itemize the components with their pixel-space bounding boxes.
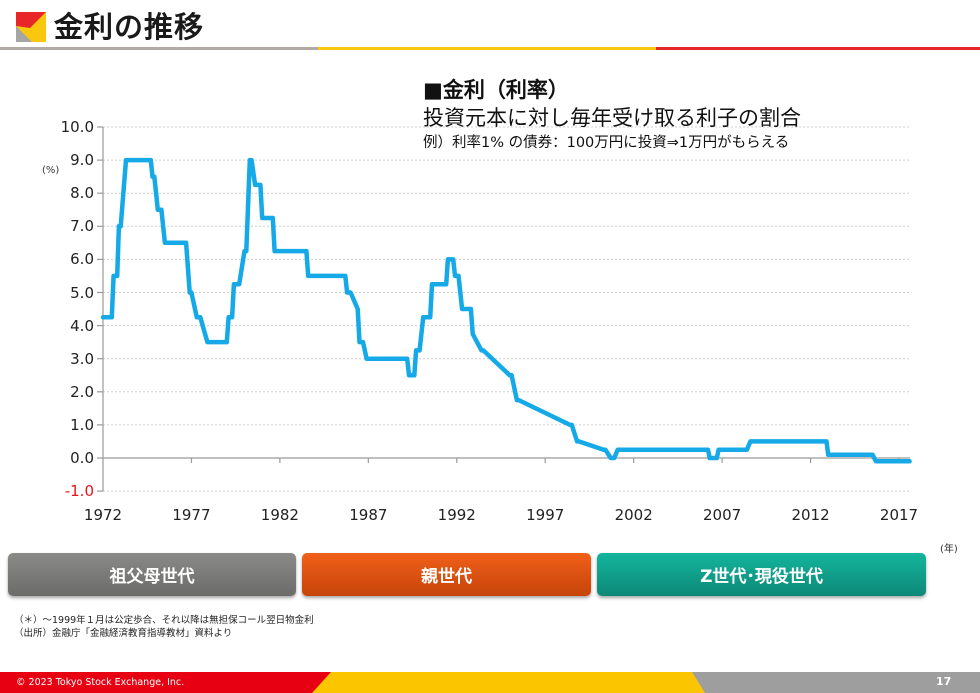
title-rule (0, 47, 980, 50)
y-tick-label: 10.0 (60, 118, 94, 136)
page-number: 17 (936, 675, 952, 688)
generation-z-bar: Z世代･現役世代 (597, 553, 926, 596)
page-title: 金利の推移 (54, 10, 205, 44)
y-tick-label: 8.0 (70, 184, 94, 203)
x-tick-label: 1977 (172, 506, 211, 524)
note-heading: ■金利（利率） (423, 78, 569, 102)
interest-definition-note: ■金利（利率） 投資元本に対し毎年受け取る利子の割合 例）利率1% の債券：10… (423, 76, 923, 154)
generation-grandparents-bar: 祖父母世代 (8, 553, 296, 596)
note-example: 例）利率1% の債券：100万円に投資⇒1万円がもらえる (423, 135, 790, 151)
y-tick-label: 4.0 (70, 316, 94, 335)
y-tick-label: 3.0 (70, 349, 94, 368)
x-tick-label: 2017 (879, 506, 919, 524)
x-tick-label: 1982 (260, 506, 299, 524)
y-tick-label: 7.0 (70, 217, 94, 236)
chart-gridlines (103, 126, 910, 492)
title-rule-red (656, 47, 980, 50)
footnote-definition: （＊）～1999年１月は公定歩合、それ以降は無担保コール翌日物金利 (14, 615, 314, 626)
x-tick-label: 2002 (614, 506, 653, 524)
x-tick-label: 1997 (526, 506, 565, 524)
footnote-source: （出所）金融庁「金融経済教育指導教材」資料より (14, 628, 233, 639)
x-tick-label: 2012 (791, 506, 830, 524)
x-axis-unit: (年) (940, 544, 958, 555)
generation-parents-bar: 親世代 (302, 553, 591, 596)
footnotes: （＊）～1999年１月は公定歩合、それ以降は無担保コール翌日物金利 （出所）金融… (14, 614, 314, 640)
copyright-text: © 2023 Tokyo Stock Exchange, Inc. (16, 677, 185, 688)
note-definition: 投資元本に対し毎年受け取る利子の割合 (423, 106, 801, 130)
y-tick-label: 5.0 (70, 283, 94, 302)
title-rule-yellow (318, 47, 656, 50)
x-tick-label: 1992 (437, 506, 476, 524)
title-rule-gray (0, 47, 318, 50)
footer: © 2023 Tokyo Stock Exchange, Inc. 17 (0, 672, 980, 693)
y-axis-unit: (%) (42, 165, 60, 176)
y-tick-label: 9.0 (70, 151, 94, 170)
y-tick-label-negative: -1.0 (64, 482, 94, 501)
interest-rate-line (100, 157, 912, 464)
x-tick-label: 1987 (349, 506, 388, 524)
interest-rate-chart: (%) 10.0 9.0 8.0 7.0 6.0 5.0 4.0 3.0 2.0… (42, 118, 958, 555)
y-tick-label: 1.0 (70, 415, 94, 434)
chart-plot-area (97, 126, 912, 492)
y-tick-label: 2.0 (70, 382, 94, 401)
chart-axes (97, 126, 910, 492)
footer-band (0, 672, 980, 693)
y-tick-label: 6.0 (70, 250, 94, 269)
tse-logo-icon (16, 12, 46, 42)
x-tick-label: 2007 (703, 506, 742, 524)
x-tick-label: 1972 (83, 506, 123, 524)
y-tick-label: 0.0 (70, 449, 94, 467)
